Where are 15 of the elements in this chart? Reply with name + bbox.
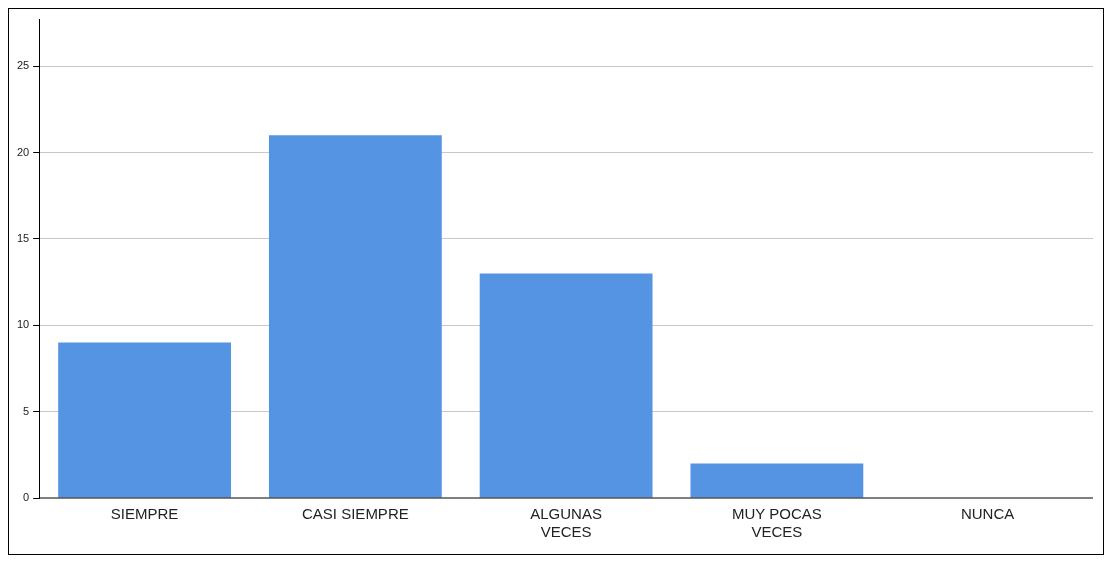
bar (58, 342, 232, 498)
x-tick-label: ALGUNAS VECES (530, 505, 602, 541)
y-tick-label: 5 (23, 404, 30, 417)
bar (268, 135, 442, 498)
y-tick-label: 0 (23, 491, 30, 504)
x-tick-label: NUNCA (960, 505, 1015, 523)
x-tick-label: SIEMPRE (110, 505, 179, 523)
y-tick-label: 10 (16, 318, 30, 331)
x-tick-label: MUY POCAS VECES (732, 505, 822, 541)
y-tick-label: 15 (16, 231, 30, 244)
bar (690, 463, 864, 498)
x-tick-label: CASI SIEMPRE (302, 505, 409, 523)
y-tick-label: 25 (16, 59, 30, 72)
y-tick-label: 20 (16, 145, 30, 158)
bar (479, 273, 653, 498)
